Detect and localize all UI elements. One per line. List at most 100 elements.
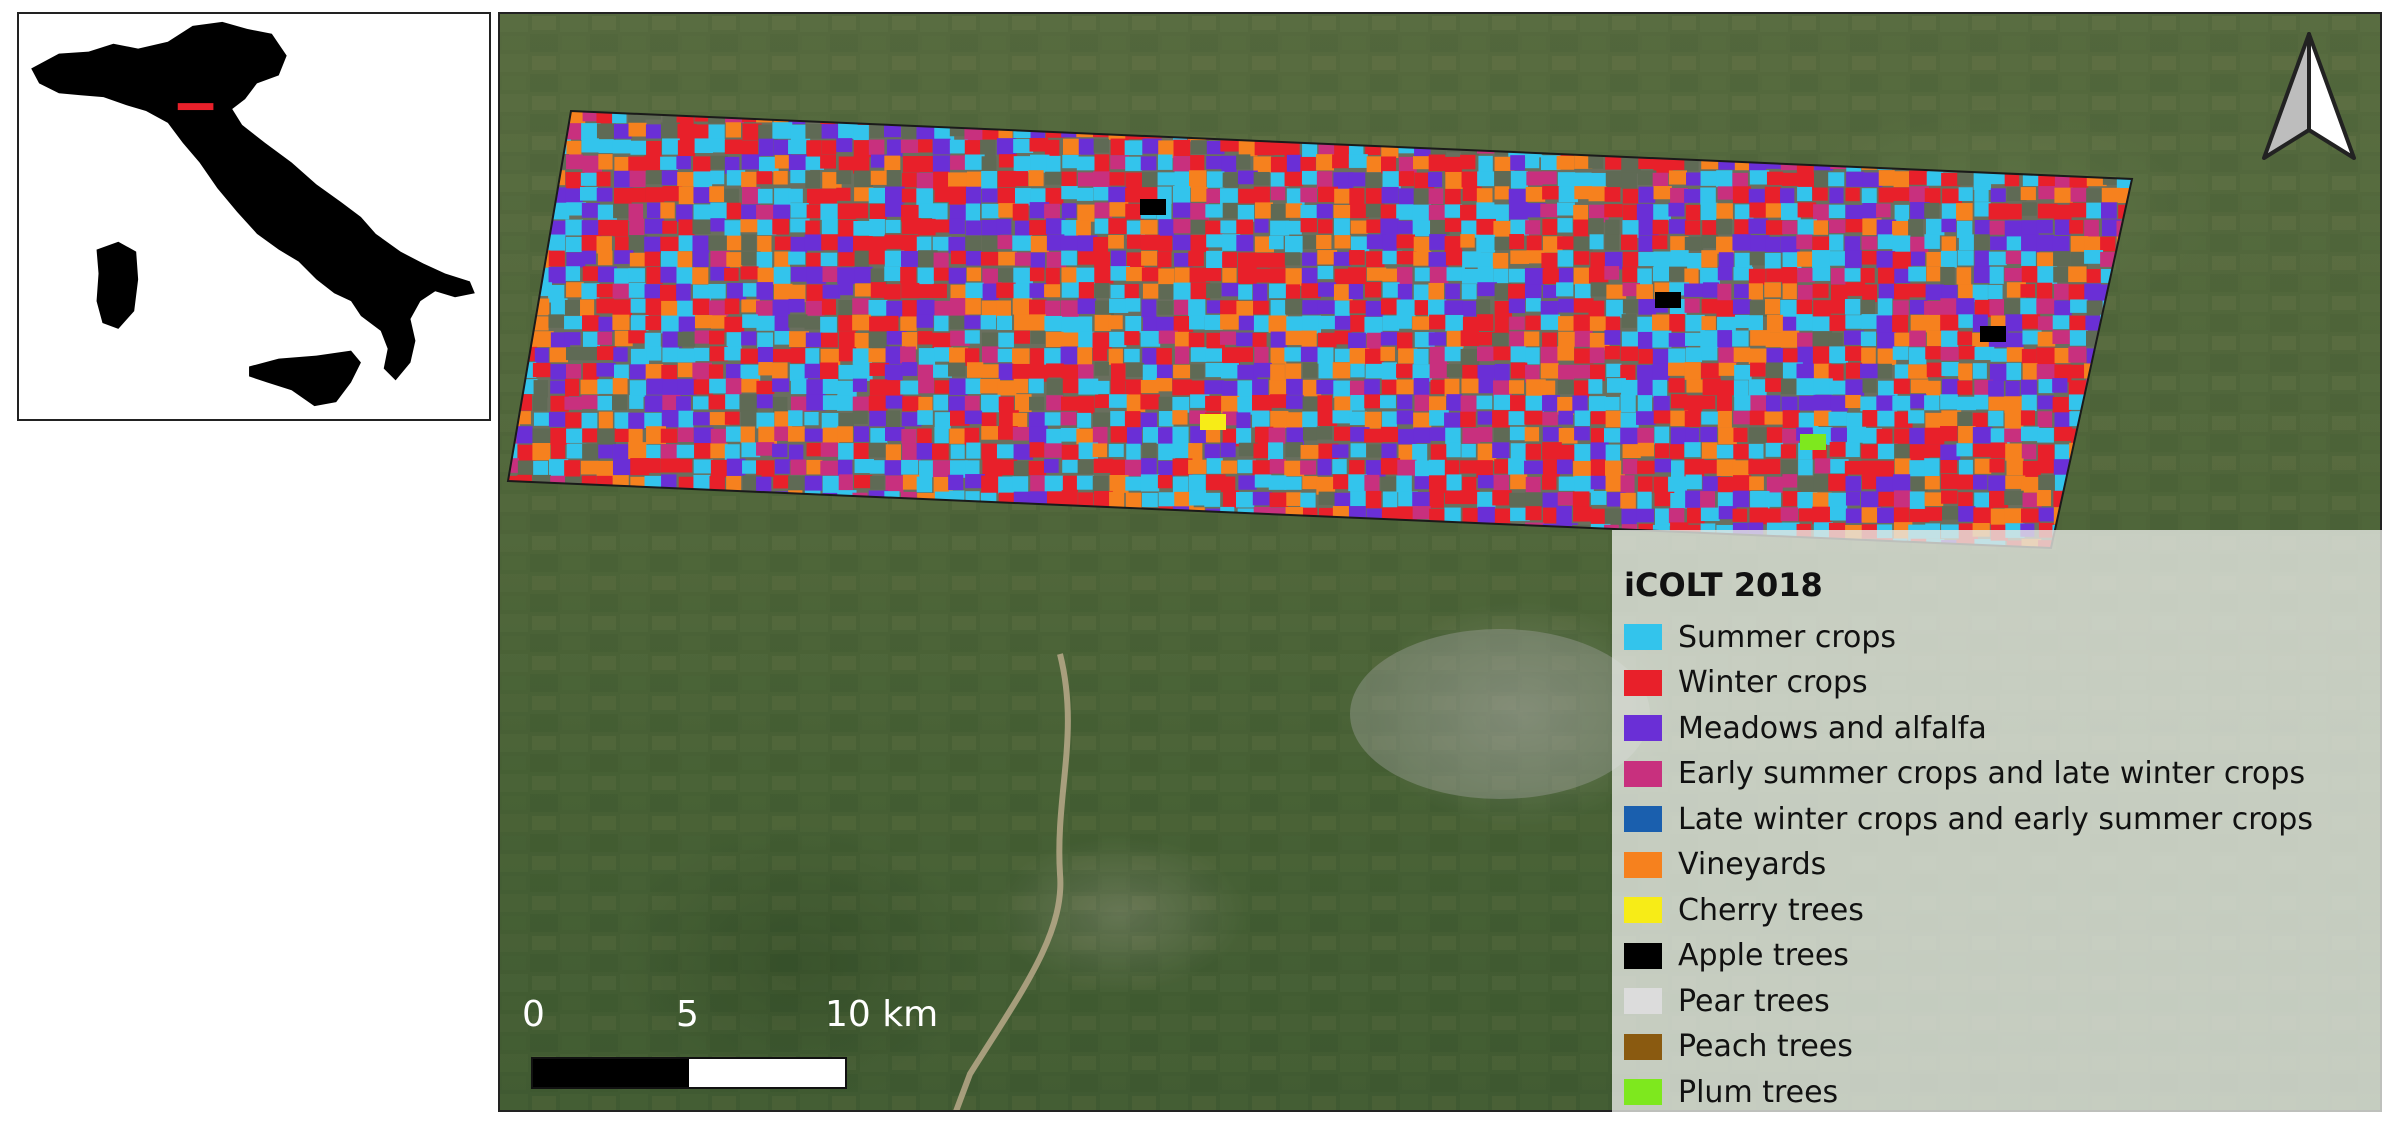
field-parcel xyxy=(1750,235,1770,252)
field-parcel xyxy=(1717,330,1733,348)
field-parcel xyxy=(1798,412,1819,431)
field-parcel xyxy=(1734,204,1754,221)
field-parcel xyxy=(724,316,745,333)
field-parcel xyxy=(870,236,887,255)
field-parcel xyxy=(965,251,982,266)
field-parcel xyxy=(1637,316,1655,334)
field-parcel xyxy=(997,187,1017,206)
field-parcel xyxy=(1781,459,1798,476)
field-parcel xyxy=(1332,444,1349,458)
field-parcel xyxy=(1110,266,1131,281)
field-parcel xyxy=(694,347,710,362)
field-parcel xyxy=(1717,476,1735,493)
field-parcel xyxy=(1222,202,1238,219)
legend-swatch xyxy=(1624,1033,1662,1060)
field-parcel xyxy=(2036,490,2052,507)
field-parcel xyxy=(1604,508,1622,526)
field-parcel xyxy=(1094,490,1113,509)
field-parcel xyxy=(916,299,935,316)
field-parcel xyxy=(1493,268,1509,284)
field-parcel xyxy=(1718,362,1737,376)
field-parcel xyxy=(756,380,775,395)
legend-label: Winter crops xyxy=(1678,665,1868,700)
field-parcel xyxy=(1845,204,1864,223)
field-parcel xyxy=(741,331,757,346)
field-parcel xyxy=(1637,427,1654,444)
field-parcel xyxy=(741,251,761,266)
field-parcel xyxy=(1157,154,1173,170)
field-parcel xyxy=(710,202,727,219)
field-parcel xyxy=(1413,156,1430,170)
field-parcel xyxy=(1605,474,1625,492)
field-parcel xyxy=(628,412,645,430)
field-parcel xyxy=(1556,444,1576,463)
field-parcel xyxy=(900,139,920,153)
field-parcel xyxy=(1748,218,1768,234)
field-parcel xyxy=(1444,156,1462,175)
field-parcel xyxy=(582,155,603,174)
field-parcel xyxy=(1749,300,1768,317)
legend-item: Early summer crops and late winter crops xyxy=(1624,753,2305,795)
field-parcel xyxy=(1173,139,1191,156)
field-parcel xyxy=(678,186,695,205)
field-parcel xyxy=(741,378,760,393)
legend-item: Meadows and alfalfa xyxy=(1624,707,1987,749)
field-parcel xyxy=(1108,234,1124,249)
field-parcel xyxy=(1429,396,1447,413)
field-parcel xyxy=(932,155,950,173)
field-parcel xyxy=(692,412,713,426)
field-parcel xyxy=(964,315,981,329)
field-parcel xyxy=(1909,427,1926,445)
field-parcel xyxy=(1028,460,1047,476)
field-parcel xyxy=(1670,410,1689,427)
field-parcel xyxy=(725,394,740,410)
field-parcel xyxy=(1429,427,1450,441)
field-parcel xyxy=(517,444,536,462)
field-parcel xyxy=(1077,460,1094,475)
field-parcel xyxy=(1252,410,1270,428)
field-parcel xyxy=(1429,410,1449,426)
field-parcel xyxy=(1525,476,1541,493)
field-parcel xyxy=(1877,443,1898,460)
field-parcel xyxy=(900,316,917,331)
field-parcel xyxy=(997,170,1016,188)
field-parcel xyxy=(1158,411,1174,427)
field-parcel xyxy=(1206,250,1223,268)
field-parcel xyxy=(1077,396,1095,414)
field-parcel xyxy=(1332,459,1347,474)
field-parcel xyxy=(1542,218,1558,235)
field-parcel xyxy=(1173,219,1191,234)
field-parcel xyxy=(1044,139,1060,157)
field-parcel xyxy=(1060,332,1079,347)
field-parcel xyxy=(1877,507,1897,523)
field-parcel xyxy=(1444,188,1461,207)
field-parcel xyxy=(1462,316,1478,334)
field-parcel xyxy=(1429,363,1449,379)
field-parcel xyxy=(1172,186,1191,203)
field-parcel xyxy=(532,428,553,446)
field-parcel xyxy=(2006,203,2022,220)
field-parcel xyxy=(1780,507,1799,522)
field-parcel xyxy=(1766,508,1782,526)
field-parcel xyxy=(1094,202,1113,219)
field-parcel xyxy=(868,139,885,155)
field-parcel xyxy=(1124,348,1140,363)
field-parcel xyxy=(1284,476,1302,490)
field-parcel xyxy=(1748,459,1768,475)
field-parcel xyxy=(645,298,663,316)
field-parcel xyxy=(1604,346,1620,360)
field-parcel xyxy=(1573,172,1592,188)
field-parcel xyxy=(1668,476,1687,494)
field-parcel xyxy=(2005,380,2020,397)
field-parcel xyxy=(1716,394,1733,413)
field-parcel xyxy=(1894,204,1910,222)
field-parcel xyxy=(1893,300,1909,317)
field-parcel xyxy=(918,284,934,298)
field-parcel xyxy=(724,220,741,237)
field-parcel xyxy=(612,394,628,411)
field-parcel xyxy=(1800,434,1826,450)
legend-swatch xyxy=(1624,715,1662,741)
field-parcel xyxy=(550,364,568,380)
field-parcel xyxy=(838,346,857,362)
field-parcel xyxy=(1652,330,1672,348)
